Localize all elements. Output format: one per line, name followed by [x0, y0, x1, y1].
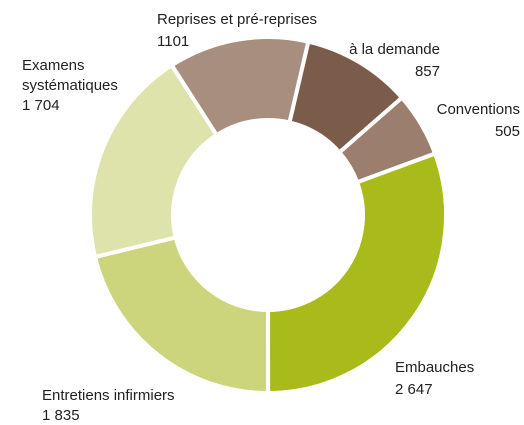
slice-label: Conventions	[436, 101, 520, 118]
value-label: 857	[414, 63, 440, 80]
donut-slice	[336, 94, 438, 185]
value-label: 2 647	[395, 381, 433, 398]
slice-label: Reprises et pré-reprises	[157, 11, 318, 28]
donut-slice	[92, 234, 271, 396]
donut-slice	[266, 150, 448, 396]
value-label: 1101	[157, 33, 190, 50]
donut-slice	[88, 62, 220, 260]
value-label: 505	[494, 123, 520, 140]
slice-label: à la demande	[349, 41, 440, 58]
slice-label: Embauches	[395, 359, 475, 376]
value-label: 1 835	[42, 407, 80, 424]
slice-label: Entretiens infirmiers	[42, 387, 175, 404]
slice-label: Examens systématiques	[22, 57, 118, 94]
value-label: 1 704	[22, 97, 60, 114]
